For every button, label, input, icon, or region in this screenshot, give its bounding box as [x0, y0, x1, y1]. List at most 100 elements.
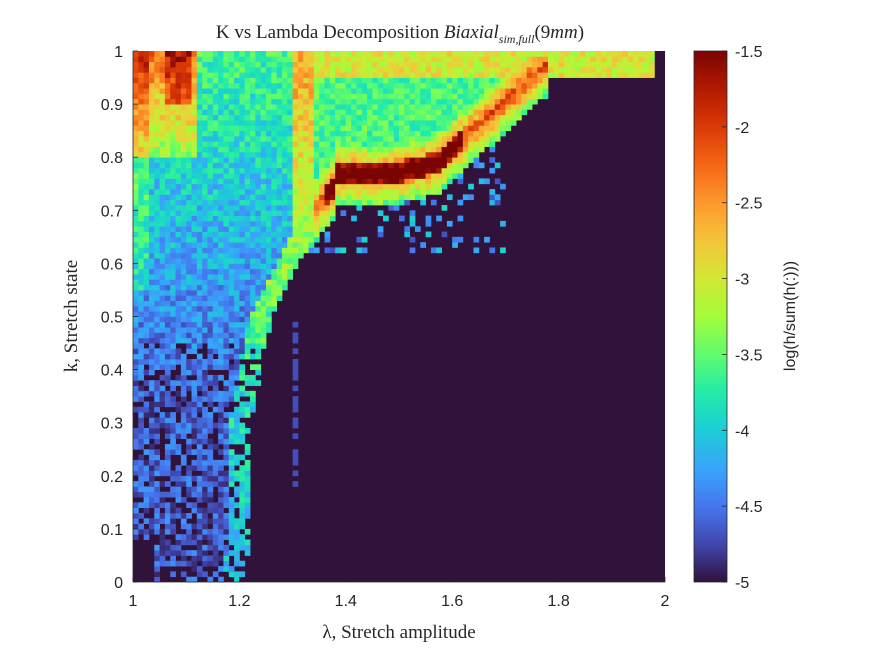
- heatmap-cell: [266, 66, 272, 73]
- heatmap-cell: [148, 284, 155, 291]
- heatmap-cell: [297, 162, 304, 169]
- heatmap-cell: [367, 141, 373, 147]
- heatmap-cell: [510, 114, 517, 121]
- heatmap-cell: [159, 502, 166, 509]
- heatmap-cell: [335, 109, 341, 116]
- heatmap-cell: [175, 72, 182, 78]
- heatmap-cell: [287, 61, 293, 68]
- heatmap-cell: [191, 327, 198, 333]
- heatmap-cell: [170, 433, 176, 440]
- heatmap-cell: [489, 93, 496, 100]
- heatmap-cell: [148, 72, 155, 78]
- heatmap-cell: [329, 51, 336, 57]
- heatmap-cell: [260, 130, 267, 137]
- heatmap-cell: [170, 120, 176, 126]
- heatmap-cell: [164, 491, 171, 498]
- heatmap-cell: [266, 88, 272, 94]
- heatmap-cell: [218, 544, 224, 551]
- heatmap-cell: [478, 162, 485, 169]
- heatmap-cell: [297, 88, 304, 94]
- heatmap-cell: [409, 56, 416, 63]
- heatmap-cell: [180, 56, 187, 63]
- heatmap-cell: [627, 61, 634, 68]
- heatmap-cell: [218, 51, 224, 57]
- heatmap-cell: [468, 125, 474, 132]
- heatmap-cell: [196, 93, 203, 100]
- heatmap-cell: [271, 305, 278, 312]
- heatmap-cell: [180, 274, 187, 280]
- heatmap-cell: [154, 125, 160, 132]
- heatmap-cell: [154, 497, 160, 503]
- heatmap-cell: [260, 51, 267, 57]
- heatmap-cell: [186, 528, 192, 535]
- heatmap-cell: [207, 141, 214, 147]
- heatmap-cell: [239, 321, 246, 328]
- heatmap-cell: [441, 104, 448, 110]
- heatmap-cell: [186, 93, 192, 100]
- heatmap-cell: [377, 151, 384, 158]
- heatmap-cell: [367, 151, 373, 158]
- heatmap-cell: [239, 433, 246, 440]
- heatmap-cell: [276, 141, 283, 147]
- heatmap-cell: [297, 146, 304, 153]
- heatmap-cell: [388, 109, 395, 116]
- heatmap-cell: [255, 141, 262, 147]
- heatmap-cell: [260, 332, 267, 339]
- heatmap-cell: [287, 263, 293, 270]
- heatmap-cell: [383, 120, 389, 126]
- heatmap-cell: [148, 528, 155, 535]
- heatmap-cell: [361, 199, 368, 206]
- heatmap-cell: [356, 178, 363, 185]
- heatmap-cell: [271, 157, 278, 163]
- heatmap-cell: [420, 141, 426, 147]
- heatmap-cell: [303, 66, 309, 73]
- heatmap-cell: [393, 141, 400, 147]
- heatmap-cell: [138, 486, 145, 493]
- heatmap-cell: [308, 88, 315, 94]
- heatmap-cell: [494, 66, 501, 73]
- heatmap-cell: [244, 189, 251, 195]
- heatmap-cell: [414, 109, 421, 116]
- heatmap-cell: [133, 151, 139, 158]
- heatmap-cell: [170, 348, 176, 355]
- heatmap-cell: [180, 189, 187, 195]
- heatmap-cell: [489, 109, 496, 116]
- heatmap-cell: [212, 215, 219, 222]
- heatmap-cell: [281, 141, 288, 147]
- heatmap-cell: [228, 125, 235, 132]
- heatmap-cell: [281, 199, 288, 206]
- heatmap-cell: [287, 98, 293, 105]
- heatmap-cell: [196, 151, 203, 158]
- heatmap-cell: [207, 507, 214, 514]
- heatmap-cell: [473, 66, 480, 73]
- heatmap-cell: [324, 77, 331, 84]
- heatmap-cell: [180, 475, 187, 482]
- heatmap-cell: [292, 157, 299, 163]
- heatmap-cell: [218, 470, 224, 477]
- heatmap-cell: [154, 56, 160, 63]
- heatmap-cell: [234, 220, 240, 227]
- heatmap-cell: [260, 204, 267, 211]
- heatmap-cell: [452, 242, 458, 248]
- heatmap-cell: [579, 56, 586, 63]
- heatmap-cell: [367, 66, 373, 73]
- heatmap-cell: [196, 204, 203, 211]
- heatmap-cell: [196, 497, 203, 503]
- heatmap-cell: [377, 77, 384, 84]
- heatmap-cell: [175, 194, 182, 201]
- heatmap-cell: [138, 242, 145, 248]
- heatmap-cell: [202, 486, 208, 493]
- heatmap-cell: [202, 497, 208, 503]
- heatmap-cell: [175, 550, 182, 556]
- heatmap-cell: [159, 555, 166, 562]
- heatmap-cell: [478, 51, 485, 57]
- heatmap-cell: [196, 321, 203, 328]
- heatmap-cell: [202, 72, 208, 78]
- heatmap-cell: [212, 390, 219, 397]
- heatmap-cell: [218, 77, 224, 84]
- heatmap-cell: [133, 284, 139, 291]
- heatmap-cell: [473, 51, 480, 57]
- heatmap-cell: [532, 93, 538, 100]
- heatmap-cell: [228, 210, 235, 217]
- heatmap-cell: [430, 189, 437, 195]
